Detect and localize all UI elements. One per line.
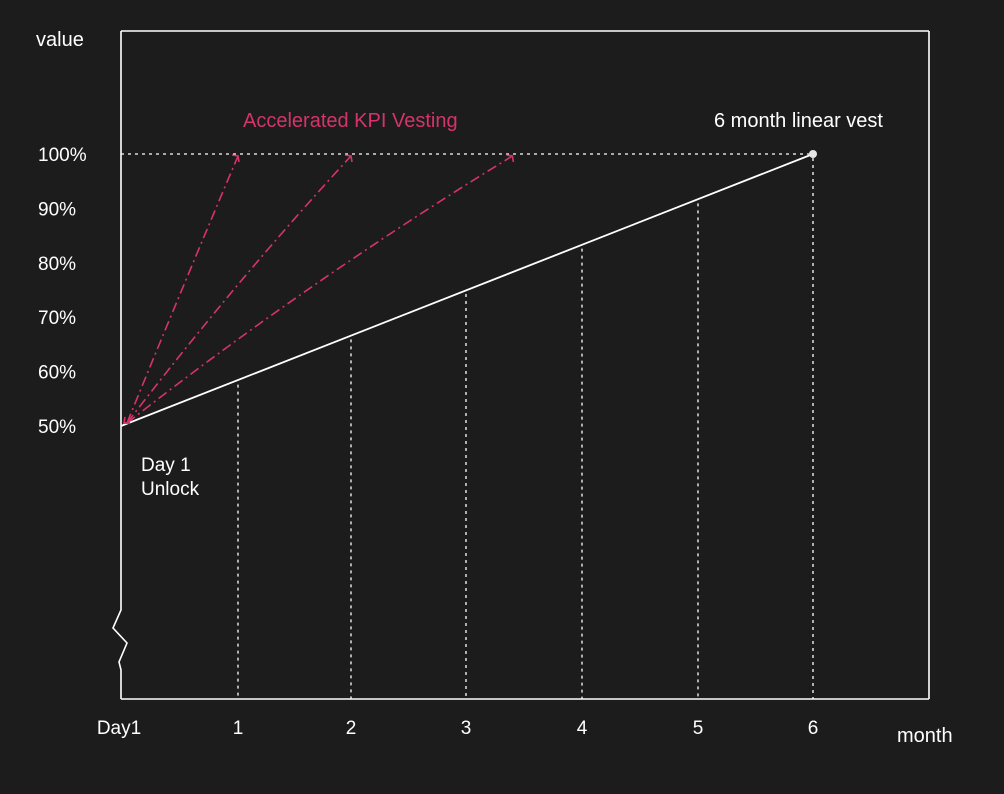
y-tick-label: 100% <box>38 145 87 166</box>
y-tick-label: 90% <box>38 199 76 220</box>
y-tick-label: 70% <box>38 308 76 329</box>
accelerated-vest-curve-3 <box>126 155 513 424</box>
accelerated-vest-arrow-2 <box>344 154 353 163</box>
day1-unlock-label-line2: Unlock <box>141 479 200 500</box>
y-axis-title: value <box>36 29 84 51</box>
x-tick-label: 1 <box>233 718 244 739</box>
accelerated-vest-tail-3 <box>123 416 130 424</box>
x-tick-label: 3 <box>461 718 472 739</box>
accelerated-vest-curve-2 <box>126 155 352 424</box>
accelerated-vest-arrow-1 <box>231 154 240 163</box>
x-tick-label: 6 <box>808 718 819 739</box>
x-tick-label: 5 <box>693 718 704 739</box>
y-tick-label: 80% <box>38 254 76 275</box>
day1-unlock-label-line1: Day 1 <box>141 455 191 476</box>
y-axis-line-with-break <box>112 31 128 699</box>
x-tick-label: Day1 <box>97 718 141 739</box>
accelerated-vest-arrow-3 <box>506 154 515 163</box>
linear-vest-line <box>120 153 814 427</box>
linear-vest-endpoint <box>809 150 817 158</box>
x-axis-title: month <box>897 725 953 747</box>
linear-vest-label: 6 month linear vest <box>714 110 883 132</box>
y-tick-label: 60% <box>38 363 76 384</box>
x-tick-label: 4 <box>577 718 588 739</box>
x-tick-label: 2 <box>346 718 357 739</box>
accelerated-vesting-label: Accelerated KPI Vesting <box>243 110 458 132</box>
y-tick-label: 50% <box>38 417 76 438</box>
accelerated-vest-curve-1 <box>126 155 239 424</box>
